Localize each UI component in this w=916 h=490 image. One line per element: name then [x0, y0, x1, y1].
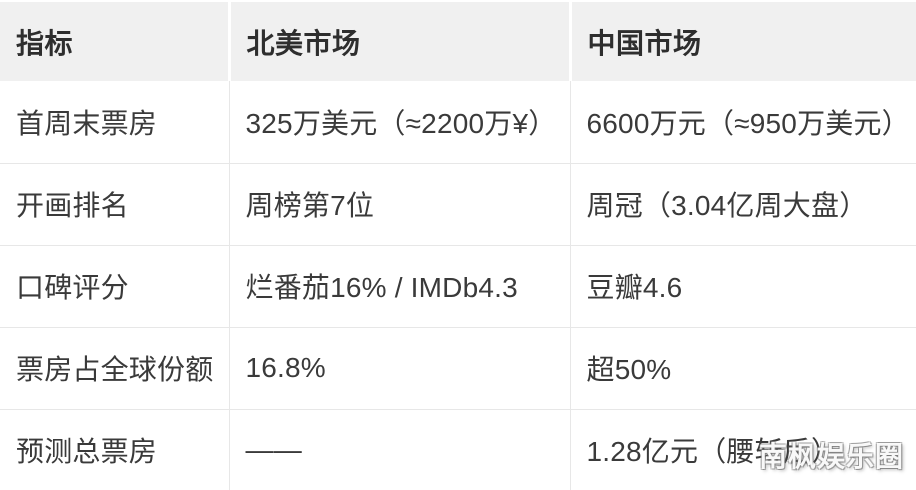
cell-china: 豆瓣4.6: [570, 245, 916, 328]
table-row-predicted-total: 预测总票房 —— 1.28亿元（腰斩后）: [0, 409, 916, 490]
cell-china: 周冠（3.04亿周大盘）: [570, 163, 916, 246]
cell-north-america: ——: [229, 409, 571, 490]
cell-north-america: 325万美元（≈2200万¥）: [229, 81, 571, 164]
cell-china: 1.28亿元（腰斩后）: [586, 436, 840, 468]
row-label: 票房占全球份额: [0, 327, 230, 410]
table-row-weekend-box-office: 首周末票房 325万美元（≈2200万¥） 6600万元（≈950万美元）: [0, 81, 916, 164]
row-label: 口碑评分: [0, 245, 230, 328]
column-header-indicator: 指标: [0, 0, 231, 81]
row-label: 首周末票房: [0, 81, 230, 164]
column-header-north-america: 北美市场: [229, 0, 572, 81]
cell-north-america: 周榜第7位: [229, 163, 571, 246]
cell-china: 超50%: [570, 327, 916, 410]
cell-north-america: 16.8%: [229, 327, 571, 410]
header-row: 指标 北美市场 中国市场: [0, 0, 916, 81]
row-label: 开画排名: [0, 163, 230, 246]
cell-north-america: 烂番茄16% / IMDb4.3: [229, 245, 571, 328]
column-header-china: 中国市场: [570, 0, 916, 81]
cell-china: 6600万元（≈950万美元）: [570, 81, 916, 164]
row-label: 预测总票房: [0, 409, 230, 490]
table-row-opening-rank: 开画排名 周榜第7位 周冠（3.04亿周大盘）: [0, 163, 916, 246]
table-row-global-share: 票房占全球份额 16.8% 超50%: [0, 327, 916, 410]
table-row-review-score: 口碑评分 烂番茄16% / IMDb4.3 豆瓣4.6: [0, 245, 916, 328]
